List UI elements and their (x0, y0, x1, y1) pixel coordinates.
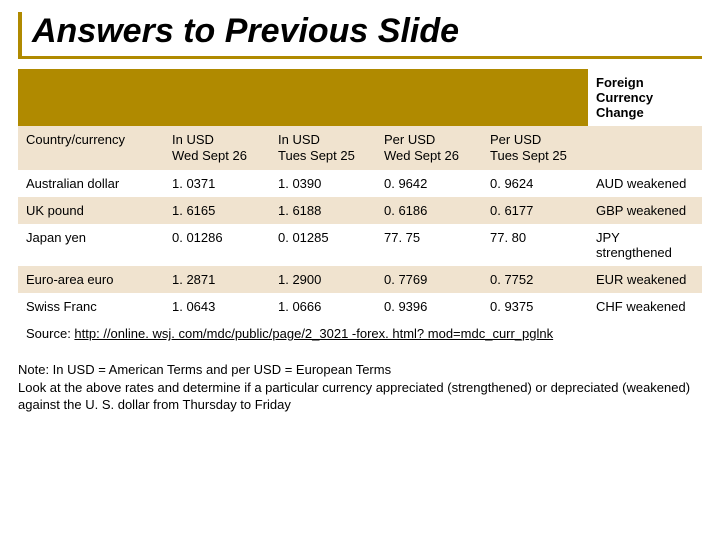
cell: 1. 0666 (270, 293, 376, 320)
col-perusd-tue: Per USDTues Sept 25 (482, 126, 588, 171)
hdr-blank-3 (376, 69, 482, 126)
footnote: Note: In USD = American Terms and per US… (18, 361, 702, 414)
cell: 1. 6188 (270, 197, 376, 224)
cell: 0. 9375 (482, 293, 588, 320)
cell: 1. 6165 (164, 197, 270, 224)
hdr-blank-4 (482, 69, 588, 126)
hdr-foreign-change: Foreign Currency Change (588, 69, 702, 126)
cell: 1. 0390 (270, 170, 376, 197)
cell: 1. 0371 (164, 170, 270, 197)
cell: 0. 01285 (270, 224, 376, 266)
cell: Swiss Franc (18, 293, 164, 320)
source-link[interactable]: http: //online. wsj. com/mdc/public/page… (74, 326, 553, 341)
cell: 0. 9624 (482, 170, 588, 197)
table-row: Japan yen 0. 01286 0. 01285 77. 75 77. 8… (18, 224, 702, 266)
cell: Australian dollar (18, 170, 164, 197)
hdr-blank-0 (18, 69, 164, 126)
cell: 1. 2871 (164, 266, 270, 293)
cell: 1. 0643 (164, 293, 270, 320)
col-inusd-tue: In USDTues Sept 25 (270, 126, 376, 171)
table-row: UK pound 1. 6165 1. 6188 0. 6186 0. 6177… (18, 197, 702, 224)
cell: Euro-area euro (18, 266, 164, 293)
cell: Japan yen (18, 224, 164, 266)
page-title: Answers to Previous Slide (32, 14, 702, 50)
source-cell: Source: http: //online. wsj. com/mdc/pub… (18, 320, 702, 347)
cell: GBP weakened (588, 197, 702, 224)
cell: UK pound (18, 197, 164, 224)
cell: 0. 01286 (164, 224, 270, 266)
title-bar: Answers to Previous Slide (18, 12, 702, 59)
cell: EUR weakened (588, 266, 702, 293)
cell: 0. 9642 (376, 170, 482, 197)
hdr-blank-2 (270, 69, 376, 126)
table-row: Australian dollar 1. 0371 1. 0390 0. 964… (18, 170, 702, 197)
table-row: Euro-area euro 1. 2871 1. 2900 0. 7769 0… (18, 266, 702, 293)
cell: 77. 80 (482, 224, 588, 266)
cell: 0. 9396 (376, 293, 482, 320)
hdr-blank-1 (164, 69, 270, 126)
source-row: Source: http: //online. wsj. com/mdc/pub… (18, 320, 702, 347)
cell: 0. 6177 (482, 197, 588, 224)
cell: 0. 7769 (376, 266, 482, 293)
source-label: Source: (26, 326, 74, 341)
cell: JPY strengthened (588, 224, 702, 266)
cell: 77. 75 (376, 224, 482, 266)
cell: 0. 6186 (376, 197, 482, 224)
col-perusd-wed: Per USDWed Sept 26 (376, 126, 482, 171)
cell: AUD weakened (588, 170, 702, 197)
cell: 0. 7752 (482, 266, 588, 293)
table-row: Swiss Franc 1. 0643 1. 0666 0. 9396 0. 9… (18, 293, 702, 320)
cell: 1. 2900 (270, 266, 376, 293)
cell: CHF weakened (588, 293, 702, 320)
fx-table: Foreign Currency Change Country/currency… (18, 69, 702, 348)
col-country: Country/currency (18, 126, 164, 171)
table-header-row: Foreign Currency Change (18, 69, 702, 126)
col-inusd-wed: In USDWed Sept 26 (164, 126, 270, 171)
table-subheader-row: Country/currency In USDWed Sept 26 In US… (18, 126, 702, 171)
col-change (588, 126, 702, 171)
